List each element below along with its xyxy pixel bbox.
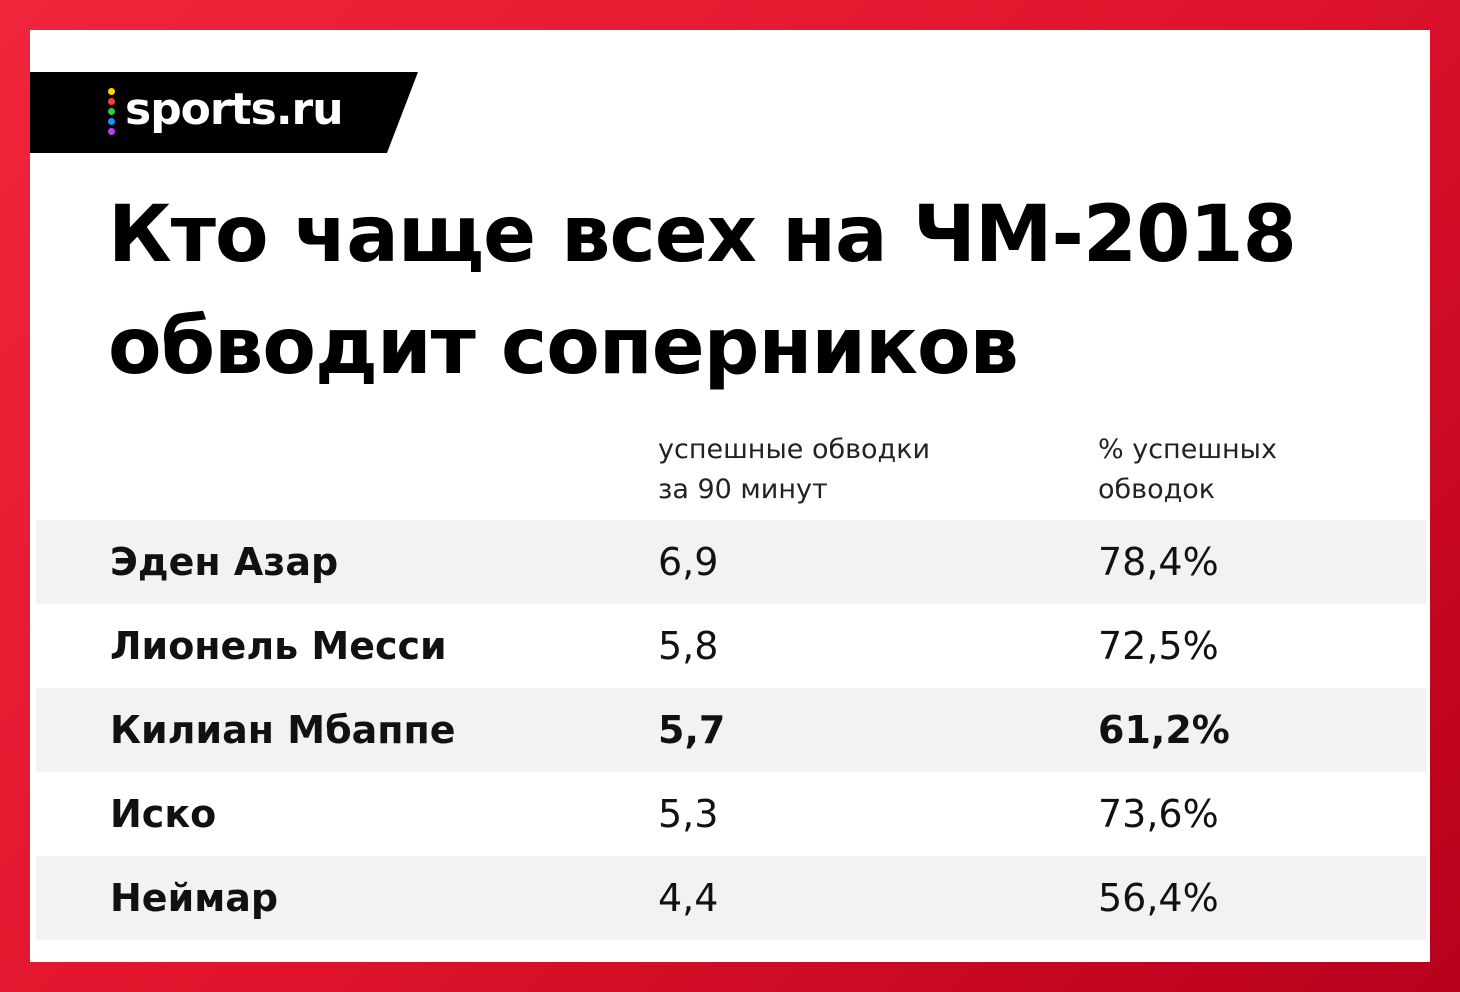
player-name: Килиан Мбаппе	[110, 708, 456, 752]
title-line: Кто чаще всех на ЧМ-2018	[108, 190, 1297, 280]
logo-bar: sports.ru	[30, 72, 418, 153]
title-line: обводит соперников	[108, 302, 1019, 392]
success-value: 61,2%	[1098, 708, 1230, 752]
column-header: за 90 минут	[658, 474, 828, 505]
card: sports.ru Кто чаще всех на ЧМ-2018 обвод…	[30, 30, 1430, 962]
success-value: 73,6%	[1098, 792, 1219, 836]
player-name: Иско	[110, 792, 217, 836]
dribbles-value: 5,8	[658, 624, 719, 668]
player-name: Эден Азар	[110, 540, 339, 584]
table-row: Иско 5,3 73,6%	[36, 772, 1426, 856]
table-row: Эден Азар 6,9 78,4%	[36, 520, 1426, 604]
table-row: Неймар 4,4 56,4%	[36, 856, 1426, 940]
column-header: % успешных	[1098, 434, 1277, 465]
dribbles-value: 5,7	[658, 708, 726, 752]
player-name: Неймар	[110, 876, 279, 920]
success-value: 72,5%	[1098, 624, 1219, 668]
logo-dots	[108, 88, 116, 138]
table-row: Килиан Мбаппе 5,7 61,2%	[36, 688, 1426, 772]
success-value: 56,4%	[1098, 876, 1219, 920]
dribbles-value: 5,3	[658, 792, 719, 836]
dribbles-value: 6,9	[658, 540, 719, 584]
column-header: обводок	[1098, 474, 1216, 505]
dribbles-value: 4,4	[658, 876, 719, 920]
table-row: Лионель Месси 5,8 72,5%	[36, 604, 1426, 688]
player-name: Лионель Месси	[110, 624, 447, 668]
column-header: успешные обводки	[658, 434, 931, 465]
logo: sports.ru	[125, 84, 344, 135]
success-value: 78,4%	[1098, 540, 1219, 584]
